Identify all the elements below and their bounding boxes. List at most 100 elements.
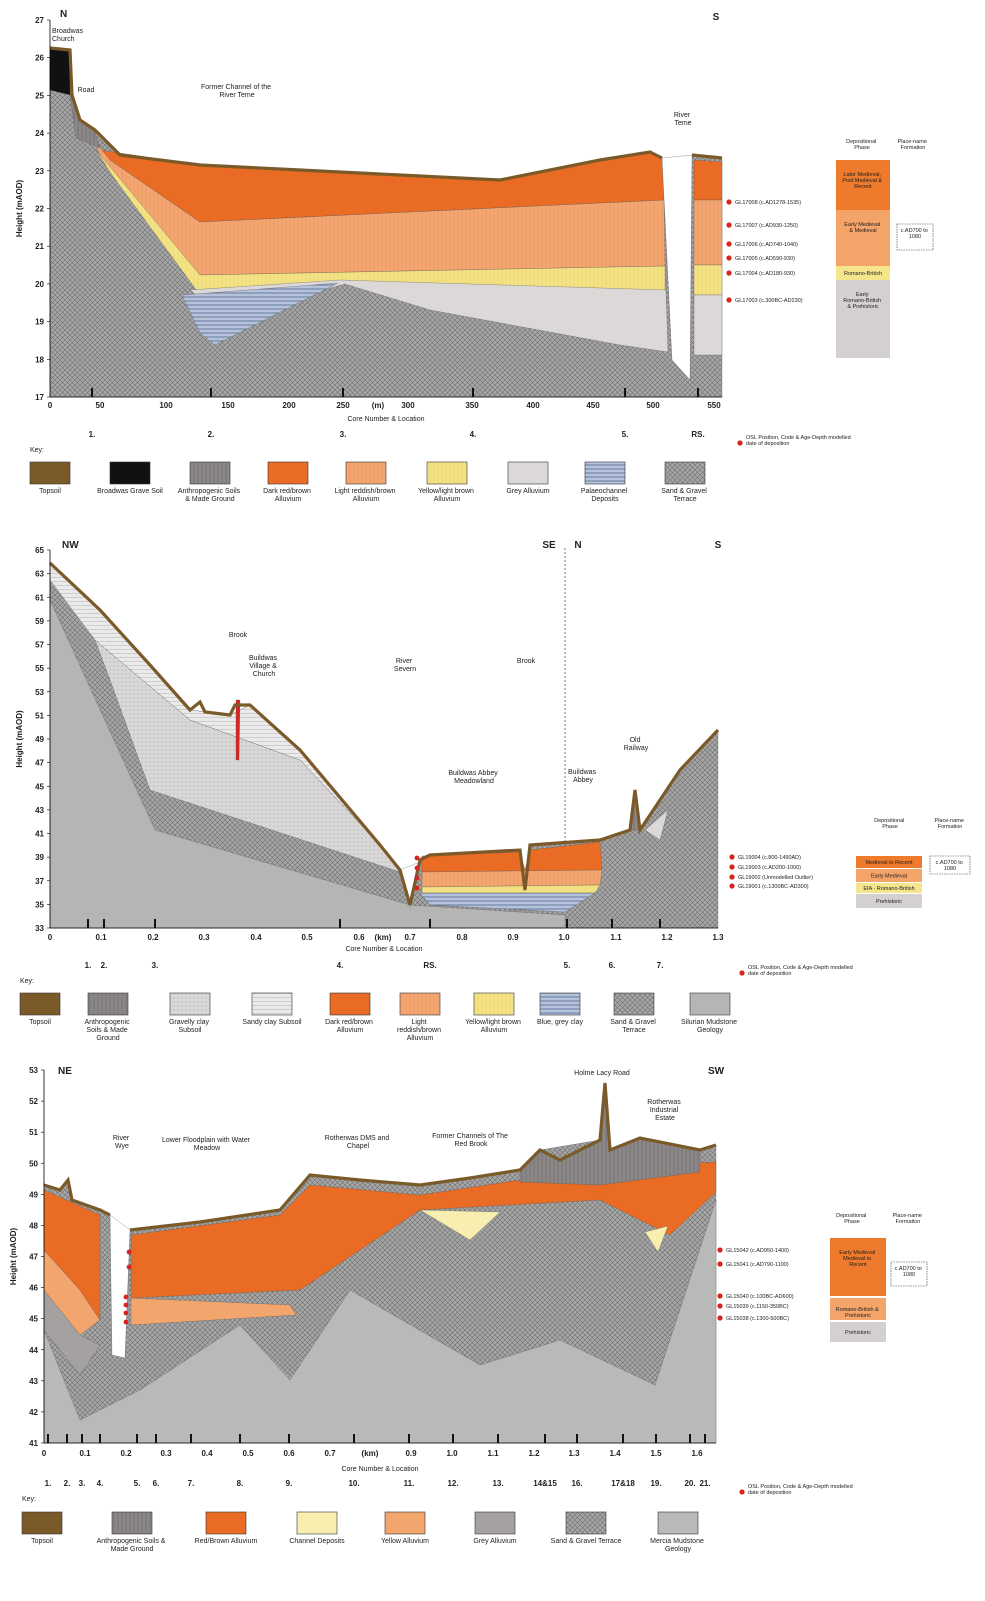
x-tick-label: 0 bbox=[48, 401, 53, 410]
annotation: NE bbox=[58, 1066, 72, 1077]
osl-dot bbox=[123, 1302, 129, 1308]
phase-header: Depositional Phase bbox=[836, 1213, 868, 1225]
key-title: Key: bbox=[30, 447, 44, 454]
x-tick-label: 0.8 bbox=[456, 933, 468, 942]
core-marker bbox=[689, 1434, 691, 1443]
annotation: River Teme bbox=[674, 112, 692, 127]
core-label: 12. bbox=[447, 1479, 458, 1488]
x-tick-label: 1.2 bbox=[528, 1449, 540, 1458]
x-tick-label: 0.7 bbox=[404, 933, 416, 942]
stratum bbox=[421, 869, 603, 888]
key-swatch bbox=[169, 992, 211, 1016]
core-label: 2. bbox=[208, 430, 215, 439]
x-tick-label: 550 bbox=[707, 401, 721, 410]
core-label: 17&18 bbox=[611, 1479, 635, 1488]
core-label: 4. bbox=[97, 1479, 104, 1488]
stratum bbox=[421, 841, 603, 873]
core-marker bbox=[472, 388, 474, 397]
phase-header: Place-name Formation bbox=[935, 818, 966, 830]
x-axis-label: Core Number & Location bbox=[341, 1466, 418, 1473]
core-marker bbox=[622, 1434, 624, 1443]
stratum bbox=[644, 1225, 669, 1253]
y-tick-label: 22 bbox=[35, 205, 44, 214]
topsoil bbox=[49, 46, 723, 182]
y-axis-label: Height (mAOD) bbox=[9, 1228, 18, 1286]
core-label: 19. bbox=[650, 1479, 661, 1488]
core-label: 5. bbox=[622, 430, 629, 439]
key-swatch bbox=[399, 992, 441, 1016]
core-label: 9. bbox=[286, 1479, 293, 1488]
key-swatch bbox=[539, 992, 581, 1016]
x-tick-label: 0.1 bbox=[95, 933, 107, 942]
core-marker bbox=[136, 1434, 138, 1443]
core-marker bbox=[704, 1434, 706, 1443]
osl-dot bbox=[717, 1303, 723, 1309]
osl-dot bbox=[123, 1319, 129, 1325]
osl-dot bbox=[737, 440, 743, 446]
y-tick-label: 47 bbox=[35, 759, 44, 768]
osl-dot bbox=[717, 1315, 723, 1321]
key-label: Red/Brown Alluvium bbox=[195, 1538, 258, 1545]
date-range-box bbox=[896, 223, 934, 251]
y-tick-label: 53 bbox=[29, 1066, 38, 1075]
y-tick-label: 42 bbox=[29, 1408, 38, 1417]
key-label: Sand & Gravel Terrace bbox=[661, 488, 708, 503]
phase-label: EIA - Romano-British bbox=[863, 886, 914, 892]
annotation: Former Channels of The Red Brook bbox=[432, 1133, 510, 1148]
phase-label: Early Medieval bbox=[871, 874, 907, 880]
core-label: 7. bbox=[657, 961, 664, 970]
osl-dot bbox=[717, 1261, 723, 1267]
phase-box bbox=[856, 856, 922, 868]
osl-dot bbox=[414, 875, 420, 881]
stratum bbox=[693, 199, 723, 266]
annotation: Old Railway bbox=[624, 737, 649, 752]
key-label: Mercia Mudstone Geology bbox=[650, 1538, 706, 1553]
key-label: Anthropogenic Soils & Made Ground bbox=[97, 1538, 168, 1553]
y-tick-label: 63 bbox=[35, 570, 44, 579]
sample-label: GL17008 (c.AD1278-1535) bbox=[735, 200, 801, 206]
key-label: Light reddish/brown Alluvium bbox=[397, 1019, 443, 1042]
core-marker bbox=[103, 919, 105, 928]
sample-label: GL19002 (Unmodelled Outlier) bbox=[738, 875, 813, 881]
key-label: Dark red/brown Alluvium bbox=[263, 488, 313, 503]
x-tick-label: 250 bbox=[336, 401, 350, 410]
key-swatch bbox=[87, 992, 129, 1016]
x-tick-label: 1.6 bbox=[691, 1449, 703, 1458]
annotation: Buildwas Village & Church bbox=[249, 655, 279, 678]
core-marker bbox=[408, 1434, 410, 1443]
core-label: 20. bbox=[684, 1479, 695, 1488]
x-tick-label: 1.1 bbox=[610, 933, 622, 942]
core-marker bbox=[339, 919, 341, 928]
key-title: Key: bbox=[20, 978, 34, 985]
annotation: River Severn bbox=[394, 658, 416, 673]
annotation: Buildwas Abbey bbox=[568, 769, 598, 784]
sample-label: GL19004 (c.800-1490AD) bbox=[738, 855, 801, 861]
sample-label: GL15040 (c.100BC-AD600) bbox=[726, 1294, 794, 1300]
core-marker bbox=[91, 388, 93, 397]
sample-label: GL19003 (c.AD200-1000) bbox=[738, 865, 801, 871]
key-swatch bbox=[267, 461, 309, 485]
key-swatch bbox=[189, 461, 231, 485]
osl-dot bbox=[729, 864, 735, 870]
core-marker bbox=[288, 1434, 290, 1443]
core-label: 6. bbox=[609, 961, 616, 970]
osl-dot bbox=[739, 970, 745, 976]
key-label: Palaeochannel Deposits bbox=[581, 488, 629, 503]
core-marker bbox=[353, 1434, 355, 1443]
key-swatch bbox=[251, 992, 293, 1016]
osl-dot bbox=[726, 199, 732, 205]
date-range: c.AD700 to 1080 bbox=[901, 228, 930, 240]
x-tick-label: 50 bbox=[96, 401, 105, 410]
core-label: 13. bbox=[492, 1479, 503, 1488]
phase-box bbox=[856, 869, 922, 882]
key-label: Yellow Alluvium bbox=[381, 1538, 429, 1545]
core-label: 3. bbox=[340, 430, 347, 439]
stratum bbox=[644, 809, 669, 841]
x-tick-label: 1.5 bbox=[650, 1449, 662, 1458]
osl-dot bbox=[717, 1293, 723, 1299]
x-tick-label: 1.1 bbox=[487, 1449, 499, 1458]
annotation: S bbox=[713, 12, 720, 23]
x-axis-label: Core Number & Location bbox=[345, 946, 422, 953]
key-label: Broadwas Grave Soil bbox=[97, 488, 163, 495]
key-label: Yellow/light brown Alluvium bbox=[465, 1019, 523, 1034]
